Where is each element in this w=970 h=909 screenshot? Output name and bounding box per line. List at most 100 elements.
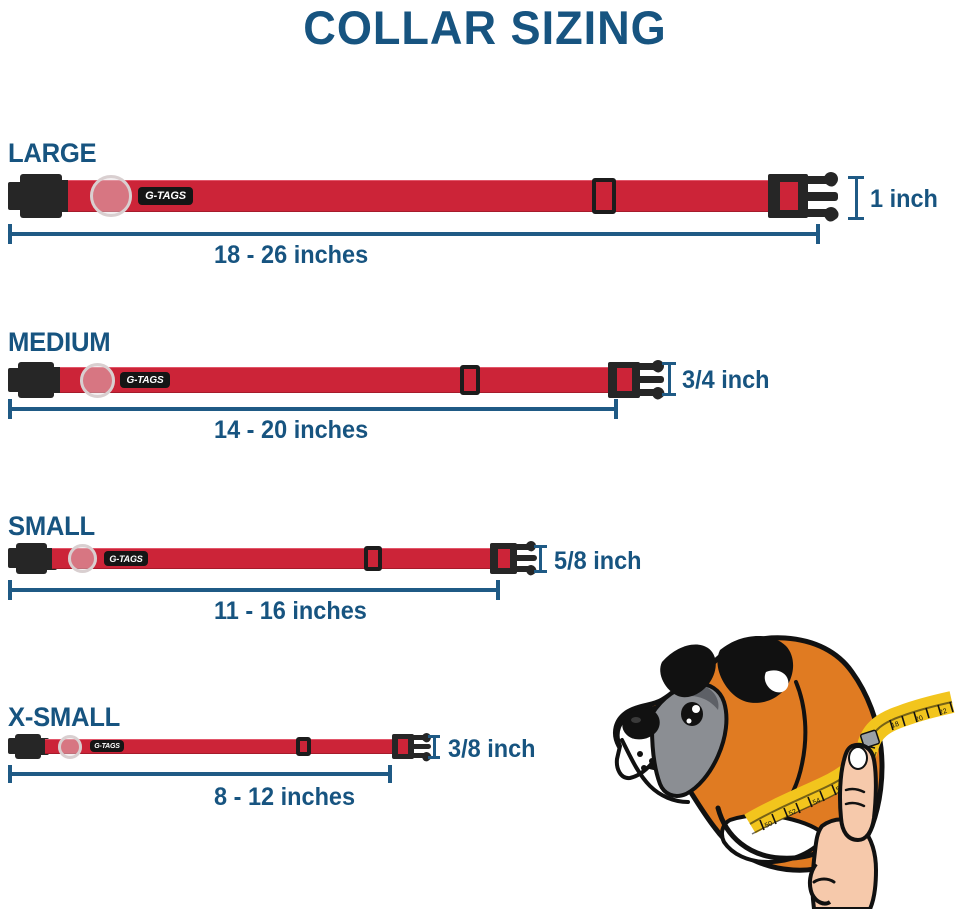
d-ring-medium <box>80 363 115 398</box>
length-value-medium: 14 - 20 inches <box>214 416 369 444</box>
length-line-large <box>8 232 820 236</box>
buckle-male-xsmall <box>392 731 438 764</box>
buckle-prong-top-large <box>804 176 832 184</box>
length-cap-right-large <box>816 224 820 244</box>
width-marker-cap-bottom-medium <box>662 393 676 396</box>
dog-eye-highlight <box>692 705 700 713</box>
d-ring-xsmall <box>58 735 82 759</box>
tag-patch-xsmall: G-TAGS <box>90 740 124 752</box>
width-marker-cap-bottom-xsmall <box>428 756 440 759</box>
tag-patch-small: G-TAGS <box>104 551 148 566</box>
buckle-male-medium <box>608 357 674 402</box>
buckle-tail-xsmall <box>8 738 17 754</box>
tag-patch-large: G-TAGS <box>138 187 193 205</box>
buckle-tail-small <box>8 548 19 568</box>
buckle-male-small <box>490 539 546 578</box>
buckle-prong-top-xsmall <box>411 735 427 740</box>
svg-text:22: 22 <box>938 708 948 717</box>
collar-graphic-large: G-TAGS <box>8 169 841 224</box>
width-marker-stem-medium <box>667 362 671 396</box>
buckle-prong-top-small <box>513 544 532 550</box>
dog-mouth-line <box>620 738 690 804</box>
width-marker-stem-small <box>539 545 542 573</box>
size-label-large: LARGE <box>8 138 97 168</box>
dog-nose <box>622 708 660 740</box>
buckle-male-window-small <box>498 549 510 568</box>
buckle-female-large <box>20 174 62 218</box>
dog-ear-back <box>660 644 716 698</box>
buckle-tail-medium <box>8 368 21 392</box>
length-cap-right-xsmall <box>388 765 392 783</box>
length-line-xsmall <box>8 772 392 776</box>
adjuster-slider-small <box>364 546 382 571</box>
width-value-medium: 3/4 inch <box>682 366 770 394</box>
buckle-female-medium <box>18 362 54 398</box>
svg-text:50: 50 <box>764 820 774 830</box>
svg-text:20: 20 <box>914 715 924 724</box>
knuckle-crease-2 <box>844 801 866 808</box>
length-line-medium <box>8 407 618 411</box>
dog-whisker-dot-3 <box>641 765 647 771</box>
buckle-female-xsmall <box>15 734 41 759</box>
dog-whisker-dot-1 <box>637 751 643 757</box>
dog-eye <box>681 702 703 726</box>
knuckle-crease-1 <box>844 787 866 794</box>
collar-graphic-xsmall: G-TAGS <box>8 731 433 764</box>
collar-strap-small <box>52 548 492 569</box>
width-marker-xsmall <box>428 735 440 759</box>
dog-ear-white-flash <box>764 670 789 693</box>
buckle-prong-mid-xsmall <box>411 744 431 749</box>
width-marker-cap-bottom-small <box>534 570 547 573</box>
width-marker-medium <box>662 362 676 396</box>
buckle-female-small <box>16 543 47 574</box>
adjuster-slider-xsmall <box>296 737 311 756</box>
buckle-prong-bottom-small <box>513 566 532 572</box>
collar-graphic-small: G-TAGS <box>8 539 538 578</box>
buckle-prong-mid-medium <box>636 376 664 383</box>
length-value-xsmall: 8 - 12 inches <box>214 783 356 811</box>
width-marker-stem-large <box>854 176 858 220</box>
hand-index-finger <box>838 742 878 842</box>
width-marker-stem-xsmall <box>432 735 436 759</box>
buckle-male-large <box>768 169 848 224</box>
tape-measure-clip <box>859 729 881 749</box>
d-ring-small <box>68 544 97 573</box>
width-value-large: 1 inch <box>870 185 938 213</box>
buckle-prong-top-medium <box>636 363 659 370</box>
size-label-xsmall: X-SMALL <box>8 702 120 732</box>
adjuster-slider-medium <box>460 365 480 395</box>
width-value-small: 5/8 inch <box>554 547 642 575</box>
length-cap-right-medium <box>614 399 618 419</box>
size-label-medium: MEDIUM <box>8 327 111 357</box>
dog-measurement-illustration: 50 52 54 56 58 18 20 22 <box>600 628 970 909</box>
buckle-prong-bottom-large <box>804 209 832 217</box>
collar-graphic-medium: G-TAGS <box>8 357 667 402</box>
length-cap-right-small <box>496 580 500 600</box>
size-label-small: SMALL <box>8 511 95 541</box>
width-marker-small <box>534 545 547 573</box>
svg-text:52: 52 <box>788 808 798 818</box>
buckle-prong-mid-small <box>513 555 537 561</box>
fingernail <box>848 746 868 770</box>
buckle-male-window-large <box>780 182 798 210</box>
svg-text:18: 18 <box>890 721 900 730</box>
length-line-small <box>8 588 500 592</box>
buckle-prong-bottom-xsmall <box>411 753 427 758</box>
tag-patch-medium: G-TAGS <box>120 372 170 388</box>
dog-eye-glint <box>686 718 692 724</box>
buckle-prong-bottom-medium <box>636 389 659 396</box>
svg-text:54: 54 <box>812 797 822 807</box>
width-marker-large <box>848 176 864 220</box>
hand-knuckle-fold <box>812 877 836 884</box>
buckle-tail-large <box>8 182 24 210</box>
page-title: COLLAR SIZING <box>303 1 667 54</box>
dog-nose-highlight <box>631 717 641 723</box>
length-value-small: 11 - 16 inches <box>214 597 367 625</box>
width-value-xsmall: 3/8 inch <box>448 735 536 763</box>
buckle-male-window-medium <box>617 368 632 391</box>
buckle-male-window-xsmall <box>398 739 408 754</box>
buckle-prong-tip-top-large <box>821 169 841 189</box>
width-marker-cap-bottom-large <box>848 217 864 220</box>
hand-thumb-fold <box>807 862 832 906</box>
buckle-prong-mid-large <box>804 192 838 201</box>
